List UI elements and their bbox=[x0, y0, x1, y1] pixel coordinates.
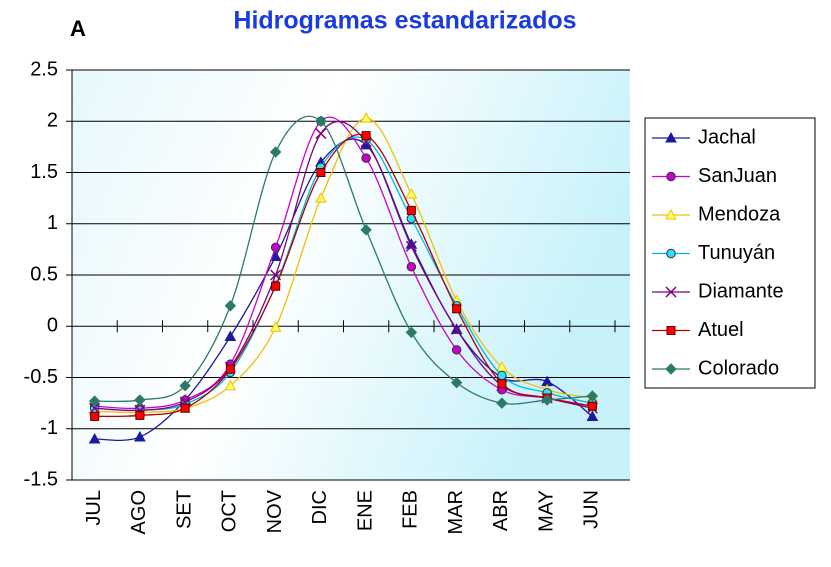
x-tick-label: JUL bbox=[83, 490, 105, 526]
marker bbox=[666, 248, 676, 259]
legend-label: Mendoza bbox=[698, 203, 781, 225]
x-tick-label: AGO bbox=[128, 490, 150, 534]
x-tick-label: OCT bbox=[219, 490, 241, 532]
marker bbox=[451, 345, 462, 355]
y-tick-label: 1.5 bbox=[30, 161, 58, 183]
y-tick-label: 2 bbox=[47, 110, 58, 132]
marker bbox=[88, 432, 101, 444]
y-tick-label: -1 bbox=[40, 417, 58, 439]
marker bbox=[179, 379, 191, 392]
marker bbox=[665, 208, 677, 220]
marker bbox=[405, 240, 417, 252]
legend-label: Tunuyán bbox=[698, 242, 775, 264]
x-tick-label: ABR bbox=[490, 490, 512, 531]
marker bbox=[315, 115, 327, 127]
marker bbox=[315, 128, 327, 140]
legend-label: Colorado bbox=[698, 357, 779, 379]
marker bbox=[225, 364, 235, 374]
y-tick-label: -1.5 bbox=[24, 468, 58, 490]
marker bbox=[269, 146, 282, 158]
marker bbox=[666, 326, 676, 335]
marker bbox=[361, 131, 371, 141]
marker bbox=[496, 397, 508, 409]
marker bbox=[451, 323, 463, 335]
marker bbox=[224, 379, 237, 391]
marker bbox=[134, 394, 146, 406]
marker bbox=[405, 326, 418, 339]
y-tick-label: 0.5 bbox=[30, 263, 58, 285]
marker bbox=[224, 300, 237, 312]
marker bbox=[360, 224, 372, 236]
marker bbox=[587, 401, 597, 411]
legend-label: Diamante bbox=[698, 280, 784, 302]
marker bbox=[665, 131, 677, 143]
marker bbox=[666, 171, 676, 182]
y-tick-label: 2.5 bbox=[30, 58, 58, 80]
marker bbox=[224, 330, 237, 341]
marker bbox=[450, 376, 463, 389]
marker bbox=[406, 262, 417, 272]
marker bbox=[665, 363, 677, 375]
legend-label: Atuel bbox=[698, 319, 744, 341]
legend-label: Jachal bbox=[698, 126, 756, 148]
marker bbox=[406, 205, 416, 215]
x-tick-label: ENE bbox=[354, 490, 376, 531]
marker bbox=[586, 410, 599, 421]
marker bbox=[541, 394, 553, 406]
marker bbox=[497, 379, 507, 389]
marker bbox=[315, 192, 327, 203]
marker bbox=[405, 187, 418, 199]
legend-label: SanJuan bbox=[698, 165, 777, 187]
marker bbox=[586, 390, 599, 402]
x-tick-label: JUN bbox=[581, 490, 603, 529]
marker bbox=[89, 402, 101, 414]
y-tick-label: 1 bbox=[47, 212, 58, 234]
marker bbox=[665, 286, 677, 298]
marker bbox=[180, 403, 190, 413]
x-tick-label: MAR bbox=[445, 490, 467, 534]
marker bbox=[316, 168, 326, 177]
y-tick-label: -0.5 bbox=[24, 366, 58, 388]
marker bbox=[90, 411, 100, 421]
chart-title: Hidrogramas estandarizados bbox=[233, 7, 576, 35]
marker bbox=[271, 281, 281, 291]
marker bbox=[134, 430, 146, 442]
panel-label: A bbox=[70, 16, 86, 41]
marker bbox=[270, 242, 281, 253]
x-tick-label: DIC bbox=[309, 490, 331, 524]
y-tick-label: 0 bbox=[47, 315, 58, 337]
x-tick-label: NOV bbox=[264, 489, 286, 533]
marker bbox=[360, 112, 372, 123]
x-tick-label: MAY bbox=[535, 490, 557, 532]
marker bbox=[135, 410, 145, 420]
marker bbox=[269, 321, 282, 332]
marker bbox=[452, 304, 462, 314]
marker bbox=[361, 153, 371, 163]
marker bbox=[497, 370, 507, 381]
marker bbox=[88, 395, 101, 407]
x-tick-label: FEB bbox=[400, 490, 422, 529]
x-tick-label: SET bbox=[173, 490, 195, 529]
